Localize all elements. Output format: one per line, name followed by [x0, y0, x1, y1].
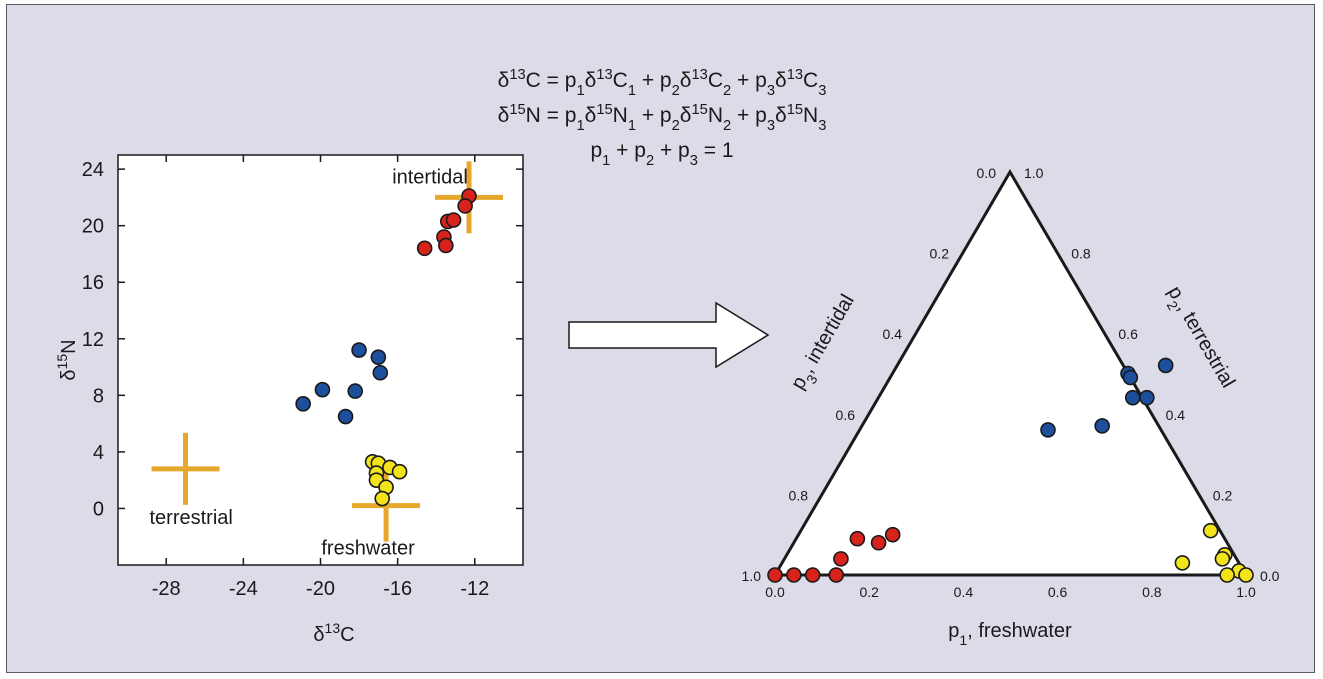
ternary-point-mid [1139, 389, 1155, 406]
ternary-triangle [772, 169, 1249, 577]
ternary-point-marine [849, 530, 866, 547]
ternary-point-fresh [1202, 522, 1219, 539]
ternary-point-mid [1157, 357, 1174, 374]
y-tick-label: 0 [93, 498, 104, 520]
x-tick-label: -28 [152, 578, 181, 600]
data-point-mid [314, 381, 331, 398]
ternary-point-marine [767, 567, 783, 583]
source-label-intertidal: intertidal [392, 166, 468, 188]
x-tick-label: -24 [229, 578, 258, 600]
ternary-point-fresh [1219, 567, 1235, 583]
bottom-tick-label: 0.0 [765, 584, 785, 600]
bottom-tick-label: 0.4 [954, 584, 974, 600]
x-tick-label: -16 [383, 578, 412, 600]
bottom-tick-label: 0.6 [1048, 584, 1068, 600]
equation-carbon: δ13C = p1δ13C1 + p2δ13C2 + p3δ13C3 [498, 67, 827, 99]
left-tick-label: 0.8 [789, 487, 809, 503]
data-point-marine [438, 237, 454, 254]
right-tick-label: 0.0 [1260, 568, 1280, 584]
data-point-marine [445, 212, 462, 228]
x-axis-label: δ13C [313, 620, 354, 646]
ternary-point-fresh [1174, 555, 1191, 571]
ternary-plot: 0.0 0.2 0.4 0.6 0.8 1.00.00.20.40.60.81.00.00… [742, 165, 1280, 648]
y-tick-label: 4 [93, 442, 104, 464]
left-tick-label: 0.6 [836, 407, 856, 423]
transform-arrow [568, 301, 770, 369]
ternary-point-marine [870, 534, 887, 551]
data-point-mid [351, 342, 367, 358]
y-tick-label: 12 [82, 329, 104, 351]
y-tick-label: 8 [93, 385, 104, 407]
source-label-terrestrial: terrestrial [150, 507, 233, 529]
right-tick-label: 0.8 [1071, 246, 1091, 262]
bottom-tick-label: 0.2 [859, 584, 879, 600]
ternary-point-mid [1040, 422, 1056, 438]
data-point-mid [370, 349, 387, 365]
y-tick-label: 20 [82, 216, 104, 238]
isotope-scatter-plot: -28 -24 -20 -16 -12 24 20 16 12 8 4 0 intertidal ter… [54, 154, 524, 646]
y-tick-label: 24 [82, 159, 104, 181]
ternary-point-marine [828, 567, 845, 583]
right-axis-label: p2, terrestrial [1158, 282, 1239, 394]
equation-nitrogen: δ15N = p1δ15N1 + p2δ15N2 + p3δ15N3 [498, 102, 827, 134]
right-tick-label: 0.4 [1166, 407, 1186, 423]
y-axis-label: δ15N [54, 339, 80, 380]
ternary-point-marine [884, 526, 901, 543]
data-point-marine [416, 240, 433, 257]
ternary-point-mid [1124, 389, 1141, 406]
left-tick-label: 0.4 [883, 326, 903, 342]
ternary-point-fresh [1214, 551, 1231, 567]
left-axis-label: p3, intertidal [787, 291, 864, 396]
data-point-marine [457, 198, 473, 214]
data-point-mid [372, 364, 389, 381]
left-tick-label: 0.2 [930, 246, 950, 262]
plot-area [117, 154, 524, 566]
left-tick-label: 1.0 [742, 568, 762, 584]
source-label-freshwater: freshwater [321, 538, 415, 560]
right-tick-label: 1.0 [1024, 165, 1044, 181]
data-point-mid [337, 408, 354, 425]
equation-sum: p1 + p2 + p3 = 1 [590, 139, 733, 169]
right-tick-label: 0.2 [1213, 487, 1233, 503]
left-tick-label: 0.0 [977, 165, 997, 181]
ternary-point-fresh [1238, 567, 1254, 583]
right-tick-label: 0.6 [1118, 326, 1138, 342]
bottom-tick-label: 1.0 [1236, 584, 1256, 600]
x-tick-label: -20 [306, 578, 335, 600]
data-point-mid [295, 396, 311, 412]
ternary-point-mid [1094, 418, 1110, 434]
ternary-point-marine [786, 567, 802, 583]
bottom-tick-label: 0.8 [1142, 584, 1162, 600]
y-tick-label: 16 [82, 272, 104, 294]
mixing-equations: δ13C = p1δ13C1 + p2δ13C2 + p3δ13C3 δ15N … [498, 67, 827, 169]
ternary-point-mid [1122, 369, 1139, 386]
x-tick-label: -12 [460, 578, 489, 600]
ternary-point-marine [833, 551, 849, 567]
data-point-mid [347, 383, 364, 399]
bottom-axis-label: p1, freshwater [948, 620, 1072, 648]
ternary-point-marine [804, 567, 821, 583]
data-point-fresh [374, 490, 391, 507]
data-point-fresh [391, 463, 408, 480]
